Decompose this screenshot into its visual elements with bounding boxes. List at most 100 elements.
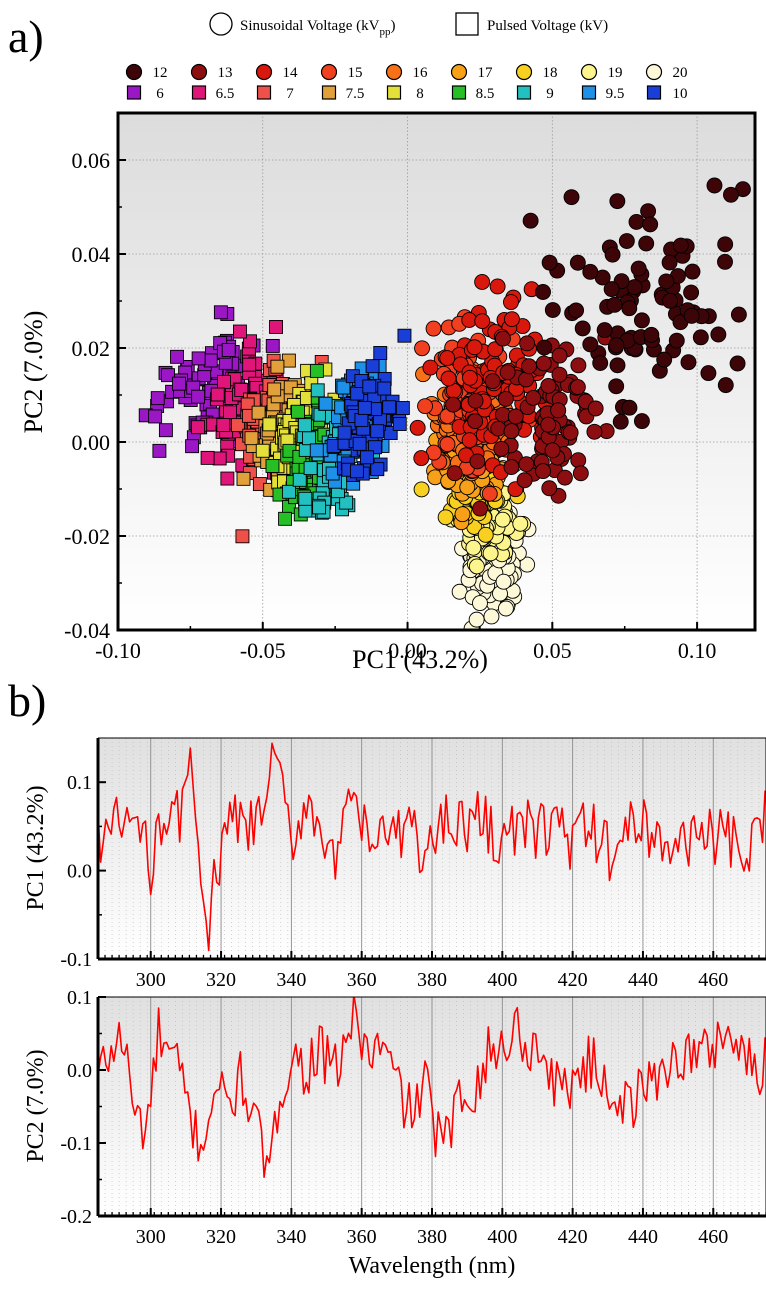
- legend-marker-20: [645, 63, 663, 81]
- point: [544, 302, 561, 318]
- point: [467, 392, 484, 409]
- point: [570, 452, 587, 469]
- point: [499, 364, 516, 381]
- point: [352, 436, 367, 451]
- pc1-loading-line: [98, 742, 766, 952]
- point: [497, 600, 514, 617]
- legend-label-17: 17: [478, 65, 494, 81]
- point: [158, 423, 173, 438]
- point: [362, 379, 377, 394]
- point: [223, 405, 237, 420]
- point: [706, 177, 723, 194]
- legend-label-9: 9: [546, 86, 554, 102]
- x-tick-label-a: 0.00: [388, 638, 427, 663]
- point: [262, 417, 277, 432]
- point: [397, 328, 412, 343]
- point: [468, 611, 485, 628]
- pc1-loading-plot: 300 320 340 360 380 400 420 440 460 -0.1 0.0 0.1 PC…: [23, 737, 766, 991]
- y-tick-label-a: 0.02: [72, 336, 111, 361]
- point: [680, 354, 697, 371]
- point: [521, 358, 537, 375]
- legend-marker-9.5: [581, 85, 597, 100]
- legend-marker-17: [450, 63, 468, 81]
- legend-marker-15: [320, 63, 338, 81]
- series-legend: 12 13 14 15 16 17 18 19 20 6 6.5 7 7.5 8 8.5 9 9.5 10: [125, 63, 688, 102]
- point: [292, 472, 307, 487]
- point: [638, 235, 655, 252]
- point: [350, 386, 365, 401]
- ticks-b2: 300 320 340 360 380 400 420 440 460 -0.2 -0.1 0.0 0.…: [60, 987, 766, 1248]
- sinusoidal-voltage-label: Sinusoidal Voltage (kVpp): [240, 18, 395, 38]
- circle-marker-icon: [209, 12, 233, 36]
- legend-label-18: 18: [543, 65, 558, 81]
- point: [503, 294, 519, 311]
- legend-marker-12: [125, 63, 143, 81]
- point: [210, 387, 225, 402]
- point: [662, 292, 679, 309]
- y-axis-label-b2: PC2 (7.0%): [23, 1049, 49, 1162]
- legend-label-10: 10: [673, 86, 688, 102]
- point: [382, 400, 397, 415]
- point: [570, 357, 587, 374]
- point: [535, 463, 552, 480]
- point: [493, 440, 510, 457]
- scatter-plot: -0.10 -0.05 0.00 0.05 0.10 -0.04 -0.02 0.00 0.02…: [19, 111, 757, 674]
- point: [489, 278, 506, 295]
- point: [170, 349, 184, 364]
- point: [150, 391, 165, 406]
- point: [592, 355, 609, 371]
- x-tick-label-a: 0.10: [678, 638, 717, 663]
- legend-marker-7: [256, 85, 272, 100]
- legend-label-8.5: 8.5: [476, 86, 495, 102]
- point: [710, 326, 727, 343]
- point: [422, 359, 439, 376]
- point: [668, 332, 685, 349]
- point: [242, 357, 257, 372]
- point: [729, 355, 746, 372]
- point: [255, 443, 270, 458]
- point: [551, 347, 568, 364]
- point: [359, 450, 374, 465]
- point: [278, 511, 293, 526]
- point: [269, 320, 283, 334]
- point: [468, 558, 485, 575]
- point: [349, 464, 364, 479]
- point: [484, 373, 501, 390]
- legend-label-6.5: 6.5: [216, 86, 235, 102]
- pulsed-voltage-label: Pulsed Voltage (kV): [487, 18, 608, 34]
- point: [618, 233, 635, 250]
- point: [540, 416, 557, 433]
- point: [535, 355, 552, 372]
- point: [608, 378, 625, 395]
- point: [303, 461, 318, 476]
- x-tick-label-a: 0.05: [533, 638, 572, 663]
- scatter-points: [138, 177, 755, 630]
- point: [365, 359, 380, 374]
- legend-marker-6: [126, 85, 142, 100]
- point: [244, 431, 259, 446]
- point: [152, 443, 167, 458]
- legend-marker-19: [580, 63, 598, 81]
- legend-label-7: 7: [286, 86, 294, 102]
- point: [683, 307, 700, 324]
- legend-marker-6.5: [191, 85, 207, 100]
- pc2-loading-plot: 300 320 340 360 380 400 420 440 460 -0.2 -0.1 0.0 0.…: [23, 987, 766, 1279]
- x-tick-label: 440: [628, 969, 658, 991]
- series-13: [445, 329, 615, 517]
- x-tick-label: 420: [558, 969, 588, 991]
- point: [439, 436, 456, 453]
- point: [235, 529, 250, 544]
- point: [503, 311, 520, 328]
- point: [440, 370, 457, 387]
- point: [395, 401, 410, 415]
- point: [439, 350, 456, 367]
- point: [270, 359, 285, 374]
- x-tick-label: 320: [206, 1226, 236, 1248]
- point: [232, 324, 247, 339]
- point: [516, 472, 533, 489]
- point: [200, 450, 215, 465]
- point: [373, 346, 388, 360]
- point: [563, 189, 580, 206]
- point: [337, 425, 352, 440]
